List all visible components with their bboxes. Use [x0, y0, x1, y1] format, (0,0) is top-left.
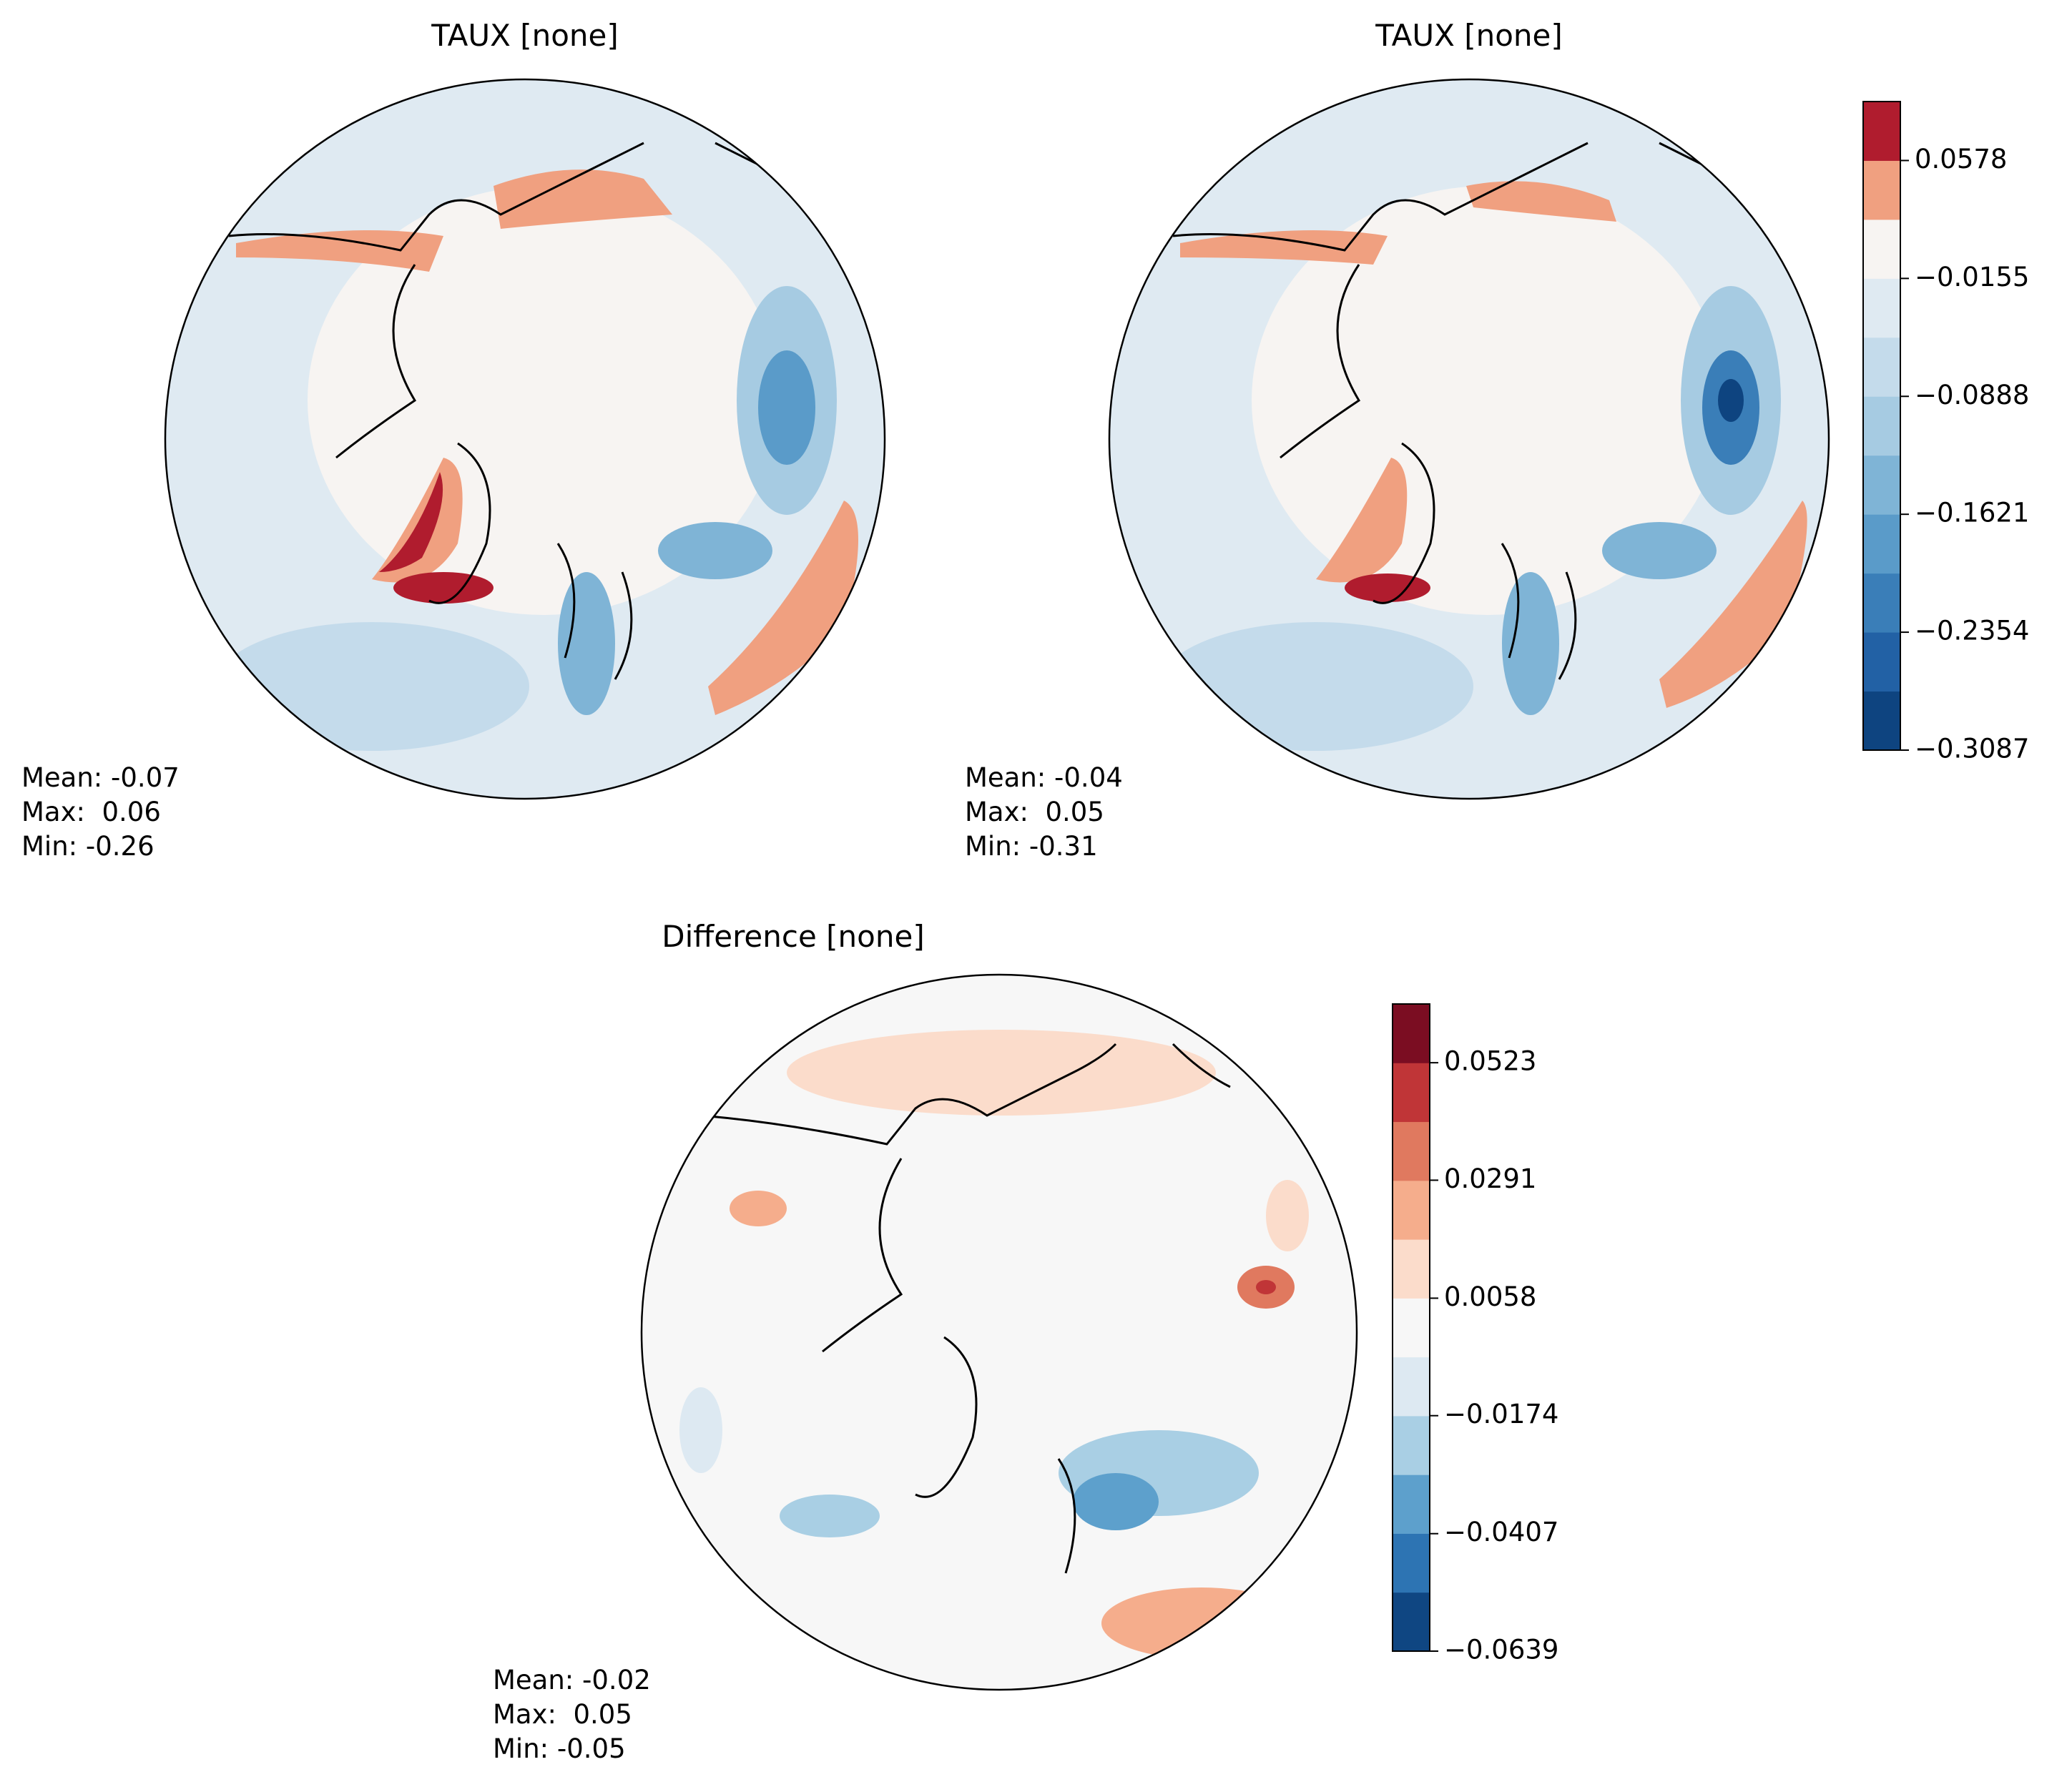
stat-text: Max: 0.05: [493, 1699, 632, 1730]
colorbar-tick-label: −0.0407: [1444, 1517, 1558, 1547]
panel-title: Difference [none]: [662, 919, 924, 954]
panel-title: TAUX [none]: [1375, 18, 1563, 53]
colorbar-band: [1393, 1004, 1430, 1063]
colorbar-tick-label: −0.0888: [1915, 380, 2029, 410]
colorbar-band: [1393, 1475, 1430, 1534]
colorbar-band: [1393, 1357, 1430, 1417]
map-panel: [1109, 79, 1829, 799]
stat-text: Mean: -0.02: [493, 1665, 651, 1695]
colorbar-band: [1393, 1121, 1430, 1181]
colorbar-band: [1863, 455, 1900, 515]
map-boundary: [640, 973, 1358, 1691]
map-panel: [165, 79, 885, 799]
colorbar-tick-label: 0.0058: [1444, 1281, 1536, 1312]
map-boundary: [1108, 78, 1830, 800]
map-panel: [642, 975, 1357, 1690]
colorbar-band: [1393, 1533, 1430, 1593]
colorbar-tick-label: −0.3087: [1915, 734, 2029, 764]
stat-text: Min: -0.05: [493, 1733, 626, 1764]
colorbar-band: [1863, 219, 1900, 279]
colorbar-tick-label: 0.0523: [1444, 1046, 1536, 1077]
map-boundary: [164, 78, 886, 800]
colorbar-tick-label: 0.0291: [1444, 1163, 1536, 1194]
stat-text: Min: -0.31: [965, 831, 1098, 862]
colorbar-tick-label: −0.0639: [1444, 1635, 1558, 1665]
colorbar-band: [1393, 1180, 1430, 1240]
colorbar-band: [1863, 396, 1900, 456]
colorbar-frame: [1862, 101, 1901, 751]
stat-text: Min: -0.26: [21, 831, 154, 862]
colorbar-tick-label: 0.0578: [1915, 144, 2007, 174]
stat-text: Max: 0.05: [965, 797, 1104, 827]
colorbar-frame: [1392, 1003, 1430, 1652]
colorbar-band: [1393, 1239, 1430, 1299]
colorbar-band: [1863, 691, 1900, 751]
colorbar-band: [1863, 514, 1900, 574]
colorbar-band: [1863, 632, 1900, 692]
colorbar-band: [1863, 102, 1900, 161]
stat-text: Mean: -0.04: [965, 762, 1123, 793]
colorbar-band: [1393, 1298, 1430, 1358]
colorbar-tick-label: −0.0155: [1915, 262, 2029, 292]
stat-text: Mean: -0.07: [21, 762, 180, 793]
colorbar-band: [1393, 1063, 1430, 1123]
colorbar-band: [1393, 1415, 1430, 1475]
colorbar-band: [1393, 1592, 1430, 1652]
colorbar-tick-label: −0.1621: [1915, 498, 2029, 528]
stat-text: Max: 0.06: [21, 797, 161, 827]
colorbar-band: [1863, 573, 1900, 633]
colorbar-tick-label: −0.0174: [1444, 1399, 1558, 1429]
colorbar-band: [1863, 337, 1900, 397]
colorbar-band: [1863, 278, 1900, 338]
panel-title: TAUX [none]: [431, 18, 619, 53]
colorbar-band: [1863, 160, 1900, 220]
colorbar-tick-label: −0.2354: [1915, 616, 2029, 646]
